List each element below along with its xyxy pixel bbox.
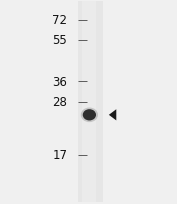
Ellipse shape [83,110,96,121]
Text: 72: 72 [52,14,67,27]
Bar [78,2,103,202]
Ellipse shape [81,108,98,123]
Text: 36: 36 [52,75,67,88]
Text: 28: 28 [52,95,67,109]
Bar [82,2,96,202]
Polygon shape [109,110,116,121]
Text: 55: 55 [53,34,67,47]
Text: 17: 17 [52,149,67,162]
